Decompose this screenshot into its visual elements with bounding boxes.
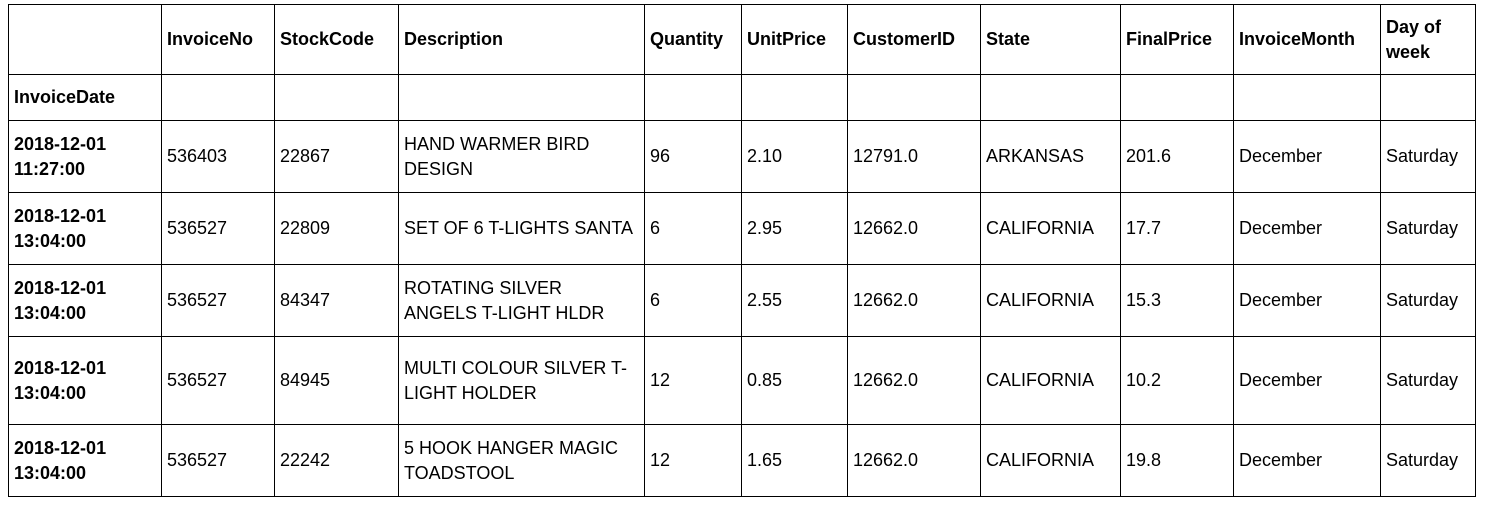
empty-header-cell <box>980 74 1121 121</box>
empty-header-cell <box>274 74 399 121</box>
cell-state: CALIFORNIA <box>980 424 1121 497</box>
cell-customerid: 12791.0 <box>847 120 981 193</box>
cell-invoiceno: 536527 <box>161 336 275 425</box>
cell-stockcode: 84945 <box>274 336 399 425</box>
column-header-finalprice: FinalPrice <box>1120 4 1234 75</box>
empty-header-cell <box>1120 74 1234 121</box>
row-index-invoicedate: 2018-12-01 11:27:00 <box>8 120 162 193</box>
cell-finalprice: 19.8 <box>1120 424 1234 497</box>
cell-stockcode: 22809 <box>274 192 399 265</box>
empty-header-cell <box>644 74 742 121</box>
cell-invoicemonth: December <box>1233 424 1381 497</box>
cell-unitprice: 1.65 <box>741 424 848 497</box>
cell-finalprice: 10.2 <box>1120 336 1234 425</box>
column-header-invoicemonth: InvoiceMonth <box>1233 4 1381 75</box>
cell-invoiceno: 536403 <box>161 120 275 193</box>
cell-description: ROTATING SILVER ANGELS T-LIGHT HLDR <box>398 264 645 337</box>
cell-stockcode: 22867 <box>274 120 399 193</box>
invoicedate-date: 2018-12-01 <box>14 277 107 298</box>
cell-day-of-week: Saturday <box>1380 336 1476 425</box>
invoicedate-date: 2018-12-01 <box>14 437 107 458</box>
cell-finalprice: 15.3 <box>1120 264 1234 337</box>
cell-customerid: 12662.0 <box>847 192 981 265</box>
cell-customerid: 12662.0 <box>847 336 981 425</box>
cell-invoicemonth: December <box>1233 336 1381 425</box>
cell-quantity: 6 <box>644 192 742 265</box>
column-header-stockcode: StockCode <box>274 4 399 75</box>
cell-invoicemonth: December <box>1233 192 1381 265</box>
cell-quantity: 6 <box>644 264 742 337</box>
empty-header-cell <box>398 74 645 121</box>
column-header-day-of-week: Day of week <box>1380 4 1476 75</box>
invoicedate-date: 2018-12-01 <box>14 357 107 378</box>
index-name-row: InvoiceDate <box>8 74 1476 121</box>
cell-description: HAND WARMER BIRD DESIGN <box>398 120 645 193</box>
empty-header-cell <box>1380 74 1476 121</box>
table-row: 2018-12-01 13:04:00 536527 22809 SET OF 6… <box>8 192 1476 265</box>
cell-state: CALIFORNIA <box>980 336 1121 425</box>
cell-description: 5 HOOK HANGER MAGIC TOADSTOOL <box>398 424 645 497</box>
cell-quantity: 12 <box>644 424 742 497</box>
empty-header-cell <box>847 74 981 121</box>
table-row: 2018-12-01 11:27:00 536403 22867 HAND WAR… <box>8 120 1476 193</box>
empty-header-cell <box>1233 74 1381 121</box>
cell-day-of-week: Saturday <box>1380 120 1476 193</box>
corner-cell <box>8 4 162 75</box>
row-index-invoicedate: 2018-12-01 13:04:00 <box>8 424 162 497</box>
cell-day-of-week: Saturday <box>1380 424 1476 497</box>
cell-day-of-week: Saturday <box>1380 192 1476 265</box>
invoicedate-time: 13:04:00 <box>14 230 87 251</box>
invoicedate-time: 13:04:00 <box>14 302 87 323</box>
table-row: 2018-12-01 13:04:00 536527 84347 ROTATING… <box>8 264 1476 337</box>
cell-unitprice: 0.85 <box>741 336 848 425</box>
column-header-invoiceno: InvoiceNo <box>161 4 275 75</box>
cell-day-of-week: Saturday <box>1380 264 1476 337</box>
empty-header-cell <box>161 74 275 121</box>
invoicedate-time: 11:27:00 <box>14 158 86 179</box>
dataframe-table: InvoiceNo StockCode Description Quantity… <box>8 4 1476 497</box>
cell-unitprice: 2.95 <box>741 192 848 265</box>
cell-customerid: 12662.0 <box>847 424 981 497</box>
cell-quantity: 12 <box>644 336 742 425</box>
table-row: 2018-12-01 13:04:00 536527 22242 5 HOOK H… <box>8 424 1476 497</box>
invoicedate-time: 13:04:00 <box>14 382 87 403</box>
column-header-row: InvoiceNo StockCode Description Quantity… <box>8 4 1476 75</box>
index-name-label: InvoiceDate <box>8 74 162 121</box>
cell-invoicemonth: December <box>1233 120 1381 193</box>
cell-customerid: 12662.0 <box>847 264 981 337</box>
cell-state: CALIFORNIA <box>980 192 1121 265</box>
row-index-invoicedate: 2018-12-01 13:04:00 <box>8 336 162 425</box>
column-header-unitprice: UnitPrice <box>741 4 848 75</box>
dataframe-container: InvoiceNo StockCode Description Quantity… <box>8 4 1476 497</box>
cell-unitprice: 2.55 <box>741 264 848 337</box>
cell-unitprice: 2.10 <box>741 120 848 193</box>
column-header-customerid: CustomerID <box>847 4 981 75</box>
table-row: 2018-12-01 13:04:00 536527 84945 MULTI CO… <box>8 336 1476 425</box>
cell-state: CALIFORNIA <box>980 264 1121 337</box>
column-header-quantity: Quantity <box>644 4 742 75</box>
cell-invoiceno: 536527 <box>161 424 275 497</box>
column-header-state: State <box>980 4 1121 75</box>
cell-invoicemonth: December <box>1233 264 1381 337</box>
cell-finalprice: 201.6 <box>1120 120 1234 193</box>
cell-state: ARKANSAS <box>980 120 1121 193</box>
cell-stockcode: 22242 <box>274 424 399 497</box>
row-index-invoicedate: 2018-12-01 13:04:00 <box>8 192 162 265</box>
row-index-invoicedate: 2018-12-01 13:04:00 <box>8 264 162 337</box>
cell-description: SET OF 6 T-LIGHTS SANTA <box>398 192 645 265</box>
cell-stockcode: 84347 <box>274 264 399 337</box>
invoicedate-date: 2018-12-01 <box>14 133 107 154</box>
invoicedate-time: 13:04:00 <box>14 462 87 483</box>
column-header-description: Description <box>398 4 645 75</box>
empty-header-cell <box>741 74 848 121</box>
cell-quantity: 96 <box>644 120 742 193</box>
invoicedate-date: 2018-12-01 <box>14 205 107 226</box>
cell-description: MULTI COLOUR SILVER T-LIGHT HOLDER <box>398 336 645 425</box>
cell-invoiceno: 536527 <box>161 192 275 265</box>
cell-finalprice: 17.7 <box>1120 192 1234 265</box>
cell-invoiceno: 536527 <box>161 264 275 337</box>
